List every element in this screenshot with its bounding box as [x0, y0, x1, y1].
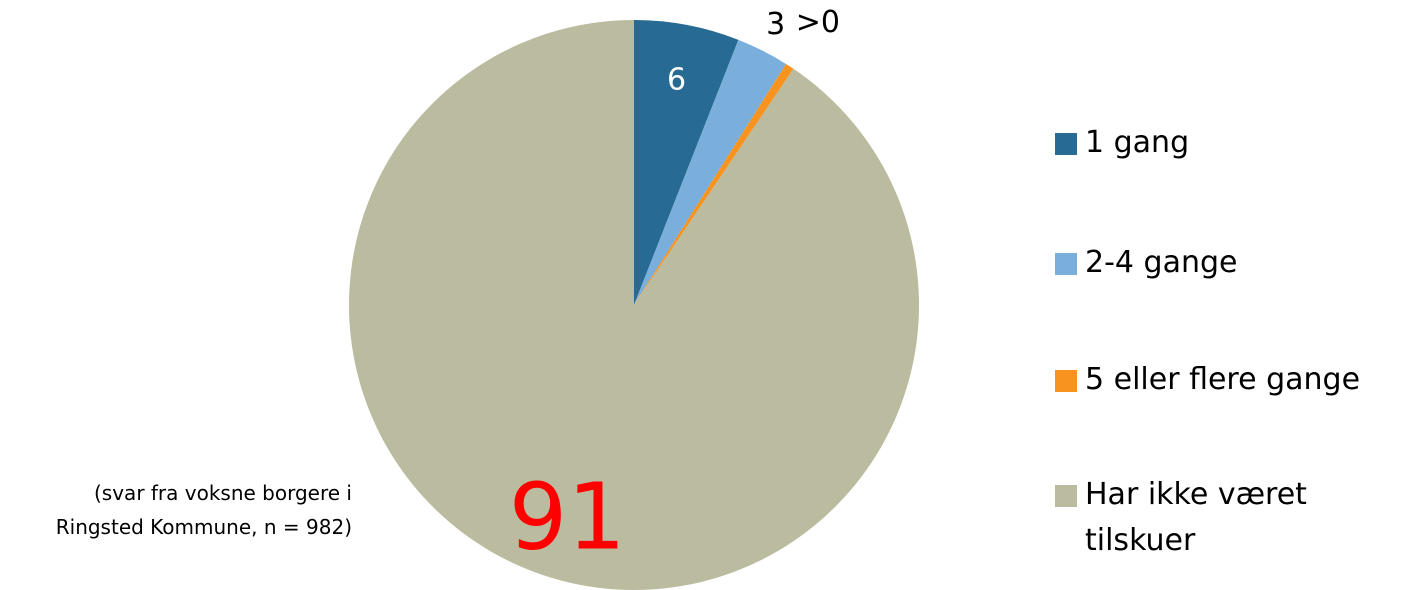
legend-item: Har ikke været tilskuer: [1055, 472, 1385, 564]
data-label: >0: [796, 5, 840, 40]
data-label: 3: [766, 7, 785, 42]
legend-swatch: [1055, 485, 1077, 507]
legend-swatch: [1055, 253, 1077, 275]
pie-slice: [634, 63, 794, 305]
data-label: 91: [509, 463, 626, 570]
legend-label: 5 eller flere gange: [1085, 362, 1361, 397]
legend-item: 1 gang: [1055, 120, 1385, 166]
legend-swatch: [1055, 133, 1077, 155]
pie-slice: [349, 20, 920, 590]
legend-swatch: [1055, 370, 1077, 392]
legend-label: Har ikke været tilskuer: [1085, 477, 1307, 558]
legend-label: 1 gang: [1085, 125, 1190, 160]
legend-label: 2-4 gange: [1085, 245, 1238, 280]
pie-slice: [634, 39, 787, 306]
data-label: 6: [667, 62, 686, 97]
annotation: (svar fra voksne borgere i Ringsted Komm…: [55, 481, 352, 539]
legend-item: 5 eller flere gange: [1055, 357, 1385, 403]
legend-item: 2-4 gange: [1055, 240, 1385, 286]
pie-slice: [634, 20, 739, 305]
